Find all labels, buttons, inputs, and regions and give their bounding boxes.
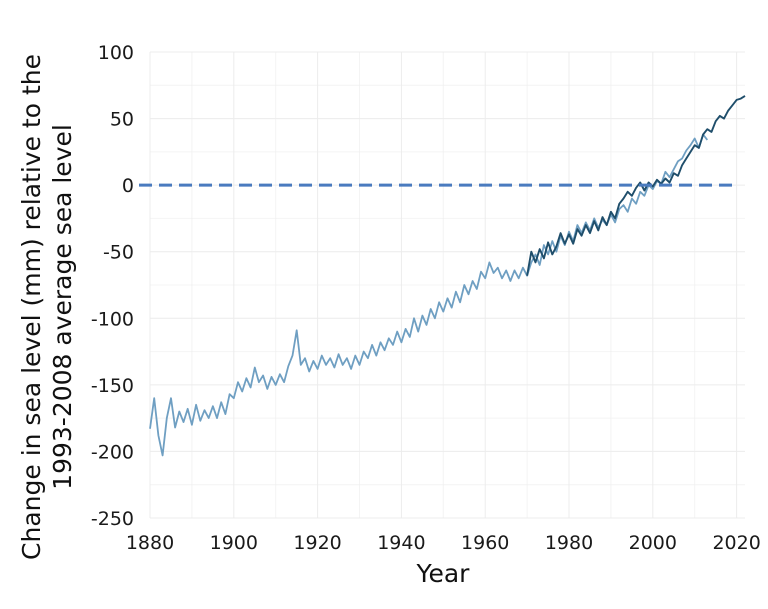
x-tick-label: 1980 bbox=[545, 532, 593, 554]
y-axis-title-line-2: 1993-2008 average sea level bbox=[48, 124, 77, 490]
y-axis-title: Change in sea level (mm) relative to the… bbox=[17, 54, 77, 560]
x-tick-label: 1960 bbox=[461, 532, 509, 554]
x-tick-label: 2000 bbox=[629, 532, 677, 554]
x-tick-label: 1920 bbox=[293, 532, 341, 554]
y-tick-label: 100 bbox=[98, 42, 134, 64]
series-lines bbox=[149, 95, 746, 457]
x-tick-labels: 1880 1900 1920 1940 1960 1980 2000 2020 bbox=[126, 532, 761, 554]
y-tick-label: 0 bbox=[122, 175, 134, 197]
series-line-2 bbox=[526, 95, 746, 276]
x-tick-label: 2020 bbox=[712, 532, 760, 554]
y-tick-label: -200 bbox=[91, 441, 134, 463]
gridlines bbox=[149, 51, 745, 519]
x-tick-label: 1880 bbox=[126, 532, 174, 554]
y-tick-label: 50 bbox=[110, 109, 134, 131]
y-tick-label: -50 bbox=[103, 242, 134, 264]
y-axis-title-line-1: Change in sea level (mm) relative to the bbox=[17, 54, 46, 560]
y-tick-label: -250 bbox=[91, 508, 134, 530]
y-tick-label: -100 bbox=[91, 308, 134, 330]
x-axis-title: Year bbox=[416, 559, 471, 588]
series-line-1 bbox=[149, 133, 709, 457]
y-tick-label: -150 bbox=[91, 375, 134, 397]
x-tick-label: 1940 bbox=[377, 532, 425, 554]
x-tick-label: 1900 bbox=[210, 532, 258, 554]
y-tick-labels: 100 50 0 -50 -100 -150 -200 -250 bbox=[91, 42, 134, 530]
